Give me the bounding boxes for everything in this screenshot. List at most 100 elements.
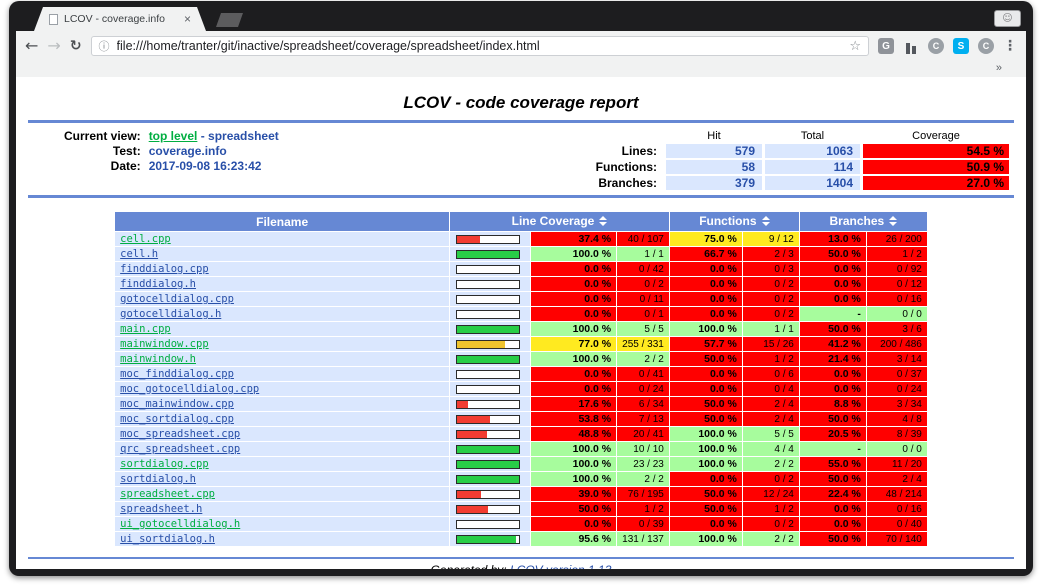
bookmark-star-icon[interactable]: ☆ xyxy=(849,38,861,54)
sort-icon[interactable] xyxy=(761,215,770,229)
extension-icon-columns[interactable] xyxy=(903,38,919,54)
extension-icon-c2[interactable]: C xyxy=(978,38,994,54)
coverage-bar xyxy=(456,354,521,364)
table-row: moc_spreadsheet.cpp 48.8 % 20 / 41 100.0… xyxy=(115,427,927,441)
branches-percent: - xyxy=(799,307,866,321)
file-link[interactable]: spreadsheet.cpp xyxy=(120,488,215,500)
line-coverage-ratio: 0 / 11 xyxy=(617,292,669,306)
sort-icon[interactable] xyxy=(889,215,898,229)
extension-icon-g[interactable]: G xyxy=(878,38,894,54)
line-coverage-percent: 95.6 % xyxy=(531,532,617,546)
summary-coverage-value: 50.9 % xyxy=(863,160,1009,174)
divider xyxy=(28,120,1014,123)
functions-ratio: 0 / 6 xyxy=(742,367,799,381)
line-coverage-percent: 100.0 % xyxy=(531,472,617,486)
file-link[interactable]: finddialog.cpp xyxy=(120,263,209,275)
summary-coverage-value: 54.5 % xyxy=(863,144,1009,158)
file-link[interactable]: gotocelldialog.cpp xyxy=(120,293,234,305)
line-coverage-ratio: 1 / 2 xyxy=(617,502,669,516)
line-coverage-percent: 0.0 % xyxy=(531,292,617,306)
file-link[interactable]: mainwindow.h xyxy=(120,353,196,365)
file-link[interactable]: main.cpp xyxy=(120,323,171,335)
file-link[interactable]: spreadsheet.h xyxy=(120,503,203,515)
line-coverage-ratio: 1 / 1 xyxy=(617,247,669,261)
column-bar xyxy=(912,46,916,54)
header-functions: Functions xyxy=(669,212,799,231)
top-level-link[interactable]: top level xyxy=(148,129,198,143)
coverage-bar xyxy=(456,369,521,379)
file-link[interactable]: gotocelldialog.h xyxy=(120,308,222,320)
summary-row-label: Lines: xyxy=(621,144,657,158)
table-row: main.cpp 100.0 % 5 / 5 100.0 % 1 / 1 50.… xyxy=(115,322,927,336)
branches-percent: 50.0 % xyxy=(799,532,866,546)
sort-icon[interactable] xyxy=(599,215,608,229)
file-link[interactable]: ui_gotocelldialog.h xyxy=(120,518,241,530)
summary-row-label: Branches: xyxy=(598,176,657,190)
coverage-bar xyxy=(456,444,521,454)
reload-icon[interactable]: ↻ xyxy=(69,38,82,54)
line-coverage-ratio: 0 / 24 xyxy=(617,382,669,396)
table-row: gotocelldialog.cpp 0.0 % 0 / 11 0.0 % 0 … xyxy=(115,292,927,306)
branches-percent: 41.2 % xyxy=(799,337,866,351)
url-text[interactable]: file:///home/tranter/git/inactive/spread… xyxy=(116,39,540,53)
functions-percent: 50.0 % xyxy=(669,412,742,426)
functions-ratio: 4 / 4 xyxy=(742,442,799,456)
branches-ratio: 0 / 92 xyxy=(866,262,927,276)
file-link[interactable]: moc_spreadsheet.cpp xyxy=(120,428,241,440)
file-link[interactable]: cell.h xyxy=(120,248,159,260)
functions-ratio: 2 / 3 xyxy=(742,247,799,261)
branches-percent: 22.4 % xyxy=(799,487,866,501)
file-link[interactable]: moc_sortdialog.cpp xyxy=(120,413,234,425)
file-link[interactable]: finddialog.h xyxy=(120,278,196,290)
page-info-icon[interactable]: ⓘ xyxy=(98,40,110,53)
back-icon[interactable]: ← xyxy=(25,36,39,55)
address-bar[interactable]: ⓘ file:///home/tranter/git/inactive/spre… xyxy=(90,36,869,56)
file-link[interactable]: sortdialog.cpp xyxy=(120,458,209,470)
extension-icon-skype[interactable]: S xyxy=(953,38,969,54)
header-branches: Branches xyxy=(799,212,927,231)
table-row: gotocelldialog.h 0.0 % 0 / 1 0.0 % 0 / 2… xyxy=(115,307,927,321)
branches-percent: 13.0 % xyxy=(799,232,866,246)
branches-percent: 50.0 % xyxy=(799,472,866,486)
file-link[interactable]: qrc_spreadsheet.cpp xyxy=(120,443,241,455)
functions-ratio: 0 / 2 xyxy=(742,517,799,531)
tab-close-icon[interactable]: × xyxy=(183,12,191,26)
functions-ratio: 0 / 2 xyxy=(742,292,799,306)
overflow-chevron-icon[interactable]: » xyxy=(995,62,1002,74)
functions-ratio: 2 / 4 xyxy=(742,412,799,426)
functions-percent: 100.0 % xyxy=(669,322,742,336)
functions-percent: 0.0 % xyxy=(669,277,742,291)
file-link[interactable]: sortdialog.h xyxy=(120,473,196,485)
line-coverage-ratio: 5 / 5 xyxy=(617,322,669,336)
new-tab-button[interactable] xyxy=(216,13,243,27)
profile-button[interactable]: ☺ xyxy=(994,10,1021,27)
functions-ratio: 2 / 4 xyxy=(742,397,799,411)
lcov-report: LCOV - code coverage report Current view… xyxy=(16,77,1026,569)
extension-icon-c1[interactable]: C xyxy=(928,38,944,54)
file-link[interactable]: cell.cpp xyxy=(120,233,171,245)
divider xyxy=(28,557,1014,559)
table-row: moc_gotocelldialog.cpp 0.0 % 0 / 24 0.0 … xyxy=(115,382,927,396)
functions-ratio: 0 / 4 xyxy=(742,382,799,396)
line-coverage-ratio: 6 / 34 xyxy=(617,397,669,411)
line-coverage-percent: 50.0 % xyxy=(531,502,617,516)
file-link[interactable]: moc_finddialog.cpp xyxy=(120,368,234,380)
branches-percent: 8.8 % xyxy=(799,397,866,411)
tab-strip: LCOV - coverage.info × ☺ xyxy=(16,6,1026,31)
functions-ratio: 12 / 24 xyxy=(742,487,799,501)
file-link[interactable]: mainwindow.cpp xyxy=(120,338,209,350)
file-link[interactable]: moc_mainwindow.cpp xyxy=(120,398,234,410)
coverage-bar xyxy=(456,489,521,499)
coverage-bar xyxy=(456,339,521,349)
browser-tab[interactable]: LCOV - coverage.info × xyxy=(34,7,206,31)
menu-icon[interactable]: ⋮ xyxy=(1003,38,1017,54)
file-link[interactable]: ui_sortdialog.h xyxy=(120,533,215,545)
coverage-bar xyxy=(456,309,521,319)
branches-ratio: 3 / 14 xyxy=(866,352,927,366)
table-row: spreadsheet.cpp 39.0 % 76 / 195 50.0 % 1… xyxy=(115,487,927,501)
line-coverage-ratio: 0 / 2 xyxy=(617,277,669,291)
file-link[interactable]: moc_gotocelldialog.cpp xyxy=(120,383,260,395)
line-coverage-ratio: 40 / 107 xyxy=(617,232,669,246)
summary-row: Functions: 58 114 50.9 % xyxy=(567,160,1009,174)
lcov-version-link[interactable]: LCOV version 1.13 xyxy=(510,563,611,569)
